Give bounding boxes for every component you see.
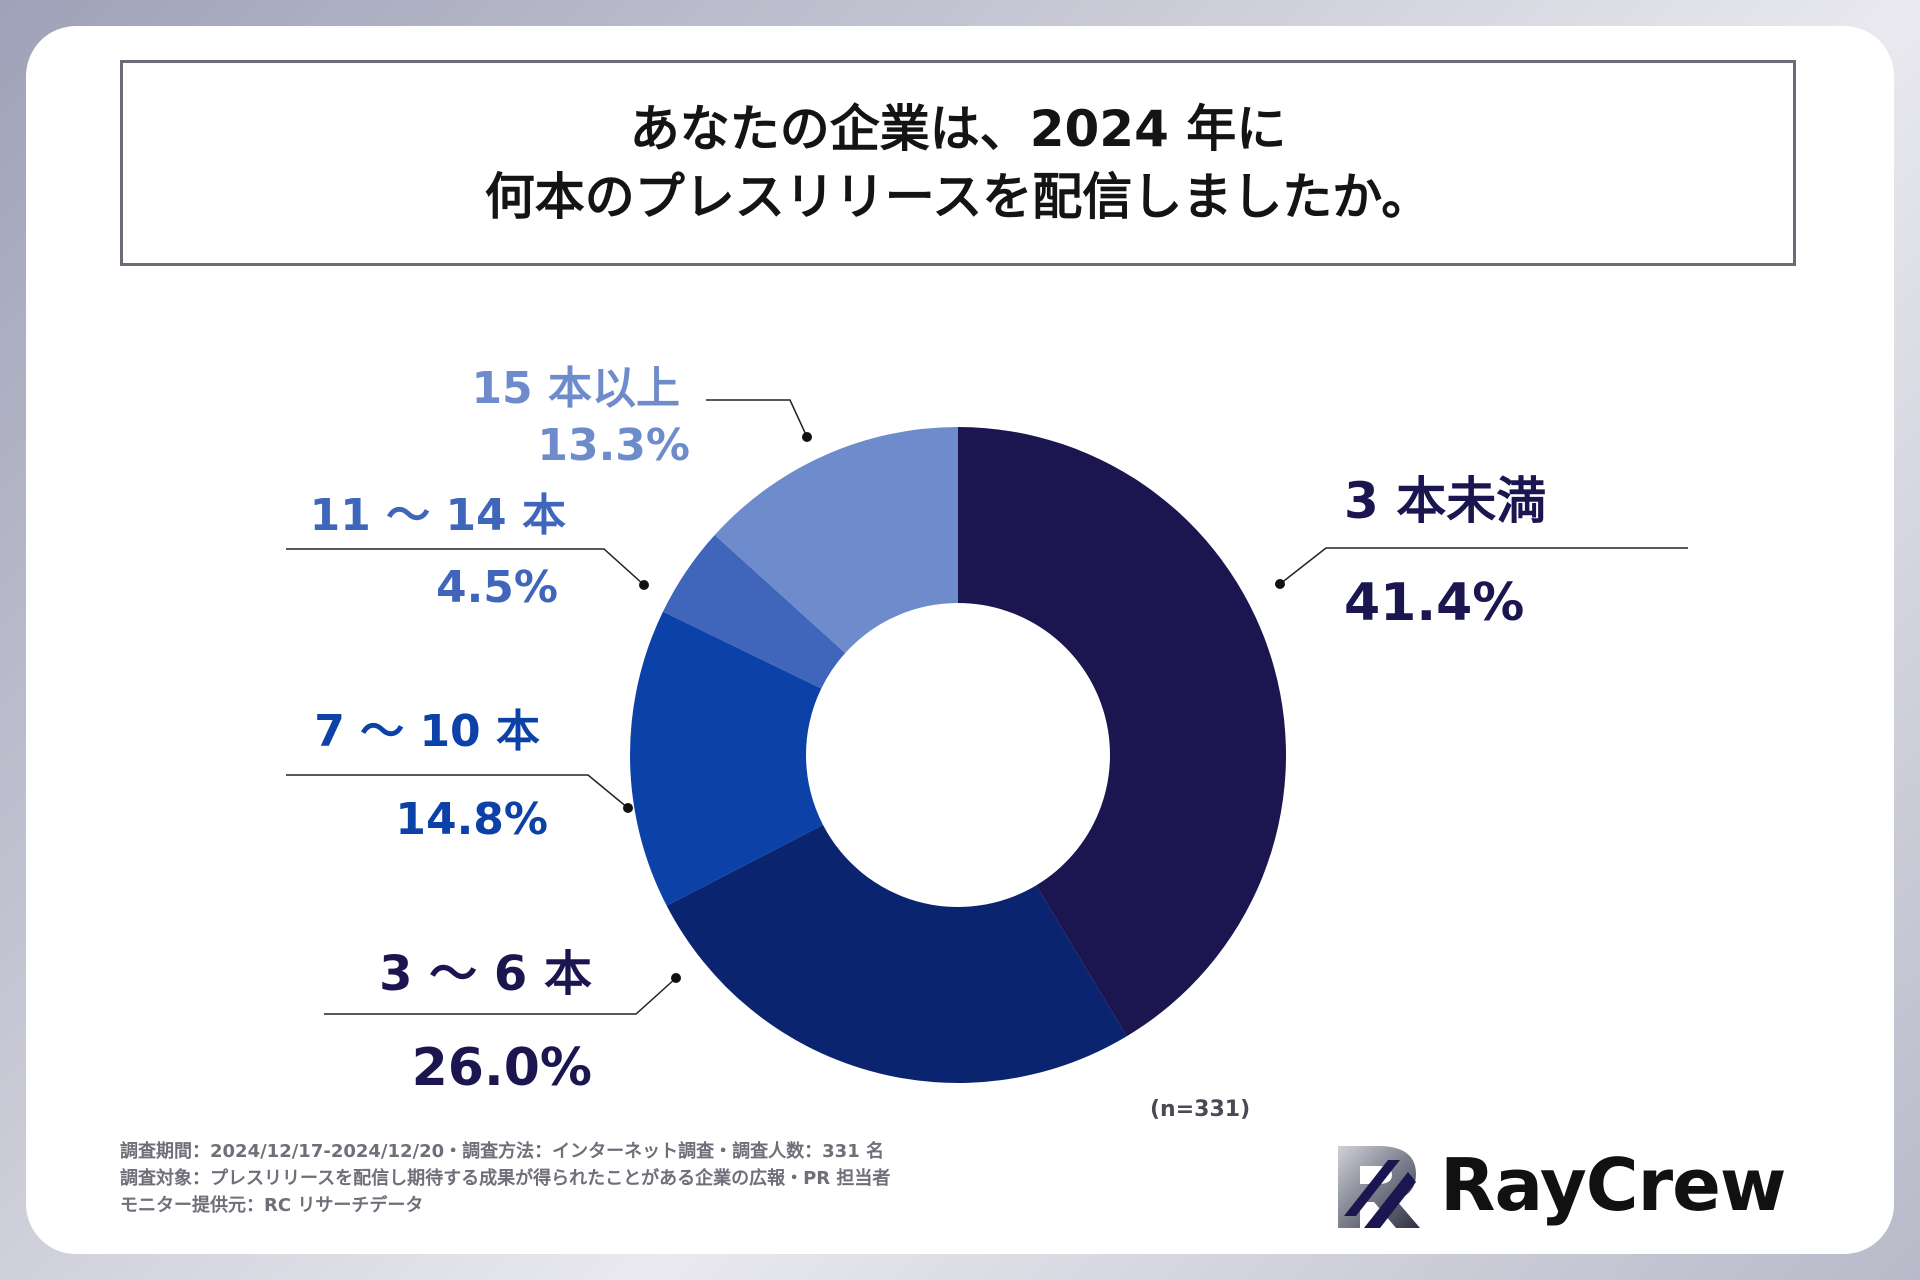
slice-label-group: 3 ～ 6 本 26.0% [324,946,681,1098]
slice-percent-label: 41.4% [1344,573,1524,633]
donut-ring [630,427,1286,1083]
leader-line [324,977,677,1015]
slice-category-label: 15 本以上 [471,363,680,414]
footer-line-target: 調査対象：プレスリリースを配信し期待する成果が得られたことがある企業の広報・PR… [120,1168,891,1189]
leader-dot [671,973,681,983]
slice-labels: 3 本未満 41.4% 3 ～ 6 本 26.0% 7 ～ 10 本 14.8% 11 ～ … [286,363,1688,1098]
slice-label-group: 15 本以上 13.3% [471,363,812,471]
leader-line [286,774,629,809]
donut-slice [662,535,846,689]
footer-line-source: モニター提供元：RC リサーチデータ [120,1195,424,1216]
raycrew-logo: RayCrew [1330,1136,1786,1234]
leader-dot [623,803,633,813]
raycrew-logo-icon [1338,1146,1420,1228]
slice-percent-label: 14.8% [395,794,548,845]
leader-dot [1275,579,1285,589]
donut-slice [630,611,824,906]
slice-label-group: 3 本未満 41.4% [1275,472,1688,633]
sample-size-label: (n=331) [1150,1097,1250,1122]
leader-line [286,548,645,586]
slice-category-label: 3 ～ 6 本 [379,946,592,1002]
raycrew-logo-text: RayCrew [1440,1143,1786,1227]
slice-label-group: 11 ～ 14 本 4.5% [286,490,649,613]
leader-dot [639,580,649,590]
footer-line-period: 調査期間：2024/12/17-2024/12/20・調査方法：インターネット調… [120,1141,884,1162]
leader-line [1279,547,1688,585]
slice-category-label: 11 ～ 14 本 [310,490,566,541]
slice-label-group: 7 ～ 10 本 14.8% [286,706,633,845]
slice-category-label: 3 本未満 [1344,472,1546,530]
title-line-2: 何本のプレスリリースを配信しましたか。 [484,168,1432,226]
slice-category-label: 7 ～ 10 本 [314,706,540,757]
leader-line [706,399,808,438]
slice-percent-label: 26.0% [412,1038,592,1098]
donut-slice [958,427,1286,1037]
leader-dot [802,432,812,442]
donut-slice [714,427,958,654]
survey-footer: 調査期間：2024/12/17-2024/12/20・調査方法：インターネット調… [120,1138,890,1219]
title-box: あなたの企業は、2024 年に 何本のプレスリリースを配信しましたか。 [120,60,1796,266]
title-line-1: あなたの企業は、2024 年に [629,99,1287,158]
slice-percent-label: 13.3% [537,420,690,471]
slice-percent-label: 4.5% [436,562,558,613]
donut-slice [666,824,1127,1083]
